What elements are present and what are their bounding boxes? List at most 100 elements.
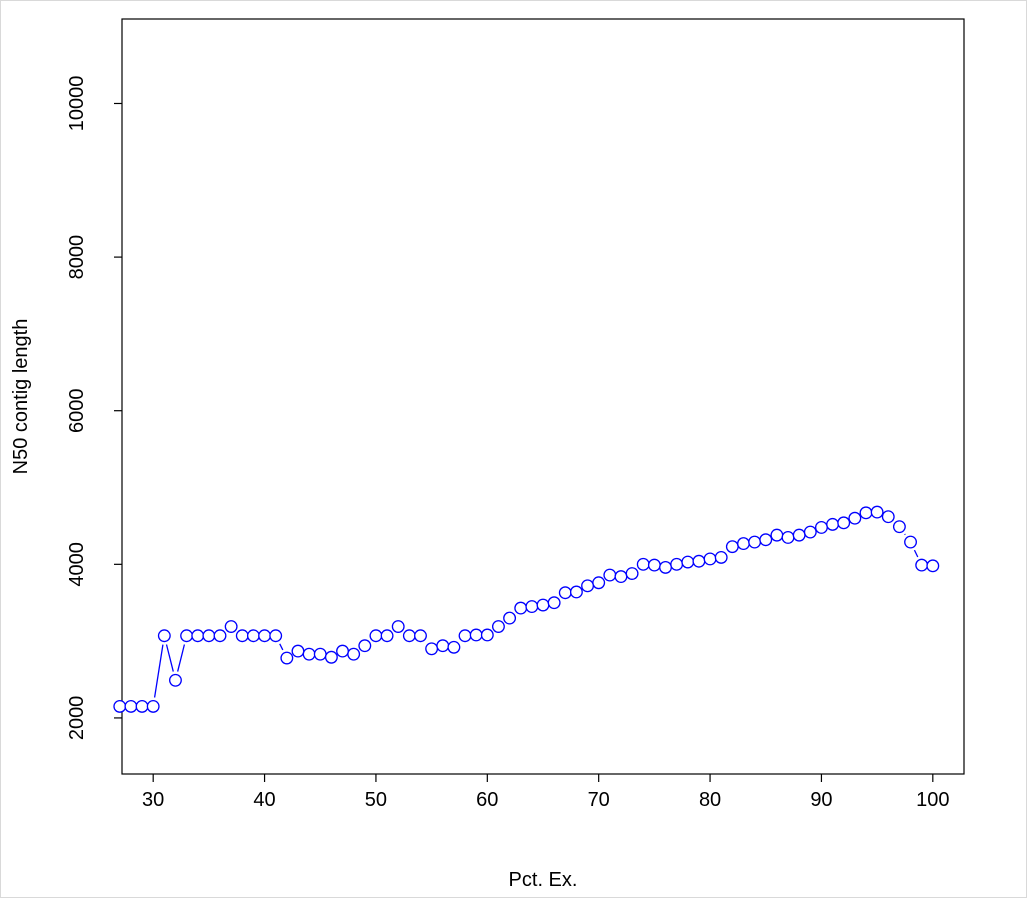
data-point — [603, 568, 617, 582]
x-tick-label: 70 — [588, 789, 610, 811]
x-tick-label: 60 — [476, 789, 498, 811]
data-point — [113, 699, 127, 713]
data-point — [714, 550, 728, 564]
series-segment — [153, 644, 164, 698]
series-lines — [153, 533, 919, 698]
data-point — [904, 535, 917, 549]
data-point — [659, 560, 672, 574]
data-point — [146, 699, 160, 713]
data-point — [547, 596, 561, 610]
data-point — [503, 611, 517, 625]
data-point — [491, 620, 505, 633]
data-point — [592, 576, 606, 590]
data-point — [748, 535, 762, 549]
data-point — [703, 552, 717, 566]
series-segment — [913, 549, 919, 558]
data-point — [725, 540, 739, 554]
data-point — [770, 528, 784, 542]
x-tick-label: 100 — [916, 789, 949, 811]
data-point — [302, 647, 316, 661]
data-point — [837, 516, 851, 530]
x-tick-label: 40 — [253, 789, 275, 811]
data-point — [191, 629, 205, 643]
data-point — [759, 533, 773, 547]
series-segment — [279, 643, 284, 651]
data-point — [436, 639, 450, 653]
data-point — [892, 520, 906, 534]
data-point — [525, 600, 539, 614]
data-point — [369, 629, 383, 643]
data-point — [180, 629, 194, 643]
data-point — [915, 558, 929, 572]
data-point — [581, 579, 595, 593]
data-point — [803, 525, 817, 539]
data-point — [881, 510, 895, 524]
data-point — [647, 558, 661, 572]
data-point — [425, 642, 439, 656]
series-segment — [904, 533, 906, 536]
series-segment — [177, 644, 186, 672]
data-point — [814, 521, 828, 534]
y-tick-label: 6000 — [66, 388, 88, 433]
data-point — [402, 629, 416, 643]
data-point — [202, 629, 216, 643]
data-point — [235, 629, 249, 643]
data-point — [569, 585, 583, 599]
data-point — [737, 537, 750, 551]
y-tick-label: 2000 — [66, 696, 88, 741]
data-point — [347, 647, 361, 661]
data-point — [926, 559, 940, 573]
data-point — [681, 555, 695, 569]
data-point — [124, 699, 138, 713]
data-point — [480, 628, 494, 642]
x-tick-label: 90 — [810, 789, 832, 811]
data-point — [614, 570, 628, 584]
data-point — [514, 601, 528, 615]
y-axis: 2000 4000 6000 8000 10000 — [66, 76, 122, 741]
series-points — [113, 505, 940, 713]
data-point — [792, 528, 806, 542]
data-point — [324, 650, 338, 664]
data-point — [469, 628, 483, 642]
plot-area-border — [121, 18, 965, 775]
y-axis-title: N50 contig length — [10, 319, 32, 475]
data-point — [280, 651, 294, 665]
data-point — [826, 517, 840, 531]
data-point — [870, 505, 884, 519]
data-point — [558, 586, 572, 600]
x-tick-label: 50 — [365, 789, 387, 811]
data-point — [246, 629, 260, 643]
data-point — [625, 567, 639, 580]
data-point — [157, 629, 171, 643]
data-point — [169, 673, 182, 687]
data-point — [213, 629, 227, 643]
data-point — [536, 598, 550, 612]
data-point — [291, 644, 305, 658]
data-point — [692, 554, 706, 568]
data-point — [636, 557, 650, 571]
x-axis: 30 40 50 60 70 80 90 100 — [142, 774, 950, 811]
series-segment — [165, 644, 174, 672]
data-point — [781, 530, 795, 544]
x-tick-label: 30 — [142, 789, 164, 811]
data-point — [859, 506, 873, 520]
data-point — [135, 699, 149, 713]
y-tick-label: 8000 — [66, 235, 88, 280]
data-point — [269, 629, 283, 643]
x-tick-label: 80 — [699, 789, 721, 811]
data-point — [380, 629, 394, 643]
y-tick-label: 10000 — [66, 76, 88, 132]
data-point — [336, 644, 349, 658]
data-point — [358, 639, 372, 653]
data-point — [258, 629, 272, 643]
data-point — [414, 629, 427, 643]
y-tick-label: 4000 — [66, 542, 88, 587]
data-point — [447, 640, 461, 654]
data-point — [224, 620, 238, 633]
data-point — [458, 629, 472, 643]
data-point — [848, 511, 862, 525]
data-point — [313, 647, 327, 661]
data-point — [391, 620, 405, 633]
